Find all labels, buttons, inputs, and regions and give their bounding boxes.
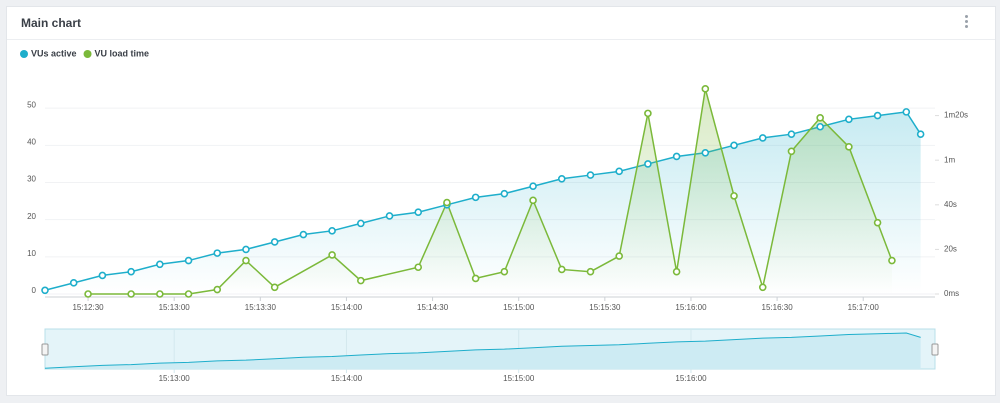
marker (213, 249, 222, 257)
marker (701, 148, 710, 157)
x-tick-label: 15:14:30 (417, 303, 449, 312)
card-header: Main chart (7, 7, 995, 40)
navigator-tick-label: 15:13:00 (159, 374, 191, 383)
marker (41, 286, 49, 295)
x-tick-label: 15:13:00 (159, 303, 191, 312)
navigator-tick-label: 15:15:00 (503, 374, 535, 383)
y-tick-label: 50 (27, 100, 36, 109)
legend-label: VUs active (31, 48, 77, 58)
marker (357, 219, 365, 228)
marker (184, 256, 193, 265)
marker (299, 230, 308, 239)
marker (758, 283, 767, 292)
y2-tick-label: 20s (944, 245, 957, 254)
marker (357, 276, 365, 285)
marker (127, 290, 135, 298)
marker (816, 114, 824, 122)
marker (787, 147, 796, 156)
marker (213, 285, 222, 294)
y-tick-label: 40 (27, 137, 36, 146)
x-tick-label: 15:13:30 (245, 303, 277, 312)
y-tick-label: 30 (27, 175, 36, 184)
marker (701, 85, 710, 93)
marker (471, 274, 480, 283)
marker (615, 252, 623, 260)
legend-swatch (20, 50, 28, 58)
navigator-area (45, 333, 921, 369)
x-tick-label: 15:16:30 (762, 303, 794, 312)
marker (328, 227, 336, 235)
marker (557, 174, 566, 183)
y2-tick-label: 0ms (944, 289, 959, 298)
marker (242, 245, 250, 254)
marker (787, 130, 796, 138)
marker (500, 189, 509, 198)
area (88, 88, 892, 294)
x-tick-label: 15:14:00 (331, 303, 363, 312)
navigator-handle[interactable] (41, 343, 49, 356)
marker (873, 218, 882, 227)
marker (845, 143, 853, 151)
marker (98, 271, 107, 280)
navigator-line (44, 332, 921, 369)
y-tick-label: 10 (27, 249, 36, 258)
marker (730, 192, 738, 200)
marker (156, 260, 164, 269)
marker (270, 283, 279, 292)
marker (873, 111, 882, 120)
navigator-handle[interactable] (931, 343, 939, 356)
marker (902, 108, 911, 116)
marker (615, 167, 623, 176)
y2-tick-label: 1m20s (944, 111, 968, 120)
legend-label: VU load time (95, 48, 150, 58)
marker (916, 130, 925, 138)
marker (730, 141, 738, 150)
marker (69, 279, 78, 287)
marker (414, 208, 423, 217)
marker (644, 109, 652, 118)
marker (529, 182, 537, 191)
navigator-tick-label: 15:16:00 (675, 374, 707, 383)
y2-tick-label: 1m (944, 155, 955, 164)
card-title: Main chart (21, 16, 82, 30)
x-tick-label: 15:15:30 (589, 303, 621, 312)
marker (242, 256, 250, 265)
marker (471, 193, 480, 202)
x-tick-label: 15:12:30 (72, 303, 104, 312)
marker (557, 265, 566, 274)
x-tick-label: 15:16:00 (675, 303, 707, 312)
navigator-tick-label: 15:14:00 (331, 374, 363, 383)
x-tick-label: 15:15:00 (503, 303, 535, 312)
marker (644, 160, 652, 168)
marker (184, 290, 193, 298)
legend-swatch (83, 50, 92, 58)
marker (84, 290, 92, 298)
marker (888, 256, 896, 265)
marker (385, 212, 394, 220)
marker (845, 115, 853, 124)
marker (500, 267, 509, 276)
y2-tick-label: 40s (944, 200, 957, 209)
marker (328, 251, 336, 259)
marker (529, 196, 537, 205)
marker (816, 122, 824, 131)
marker (672, 267, 681, 276)
marker (758, 134, 767, 142)
y-tick-label: 0 (32, 286, 37, 295)
marker (127, 267, 135, 276)
x-tick-label: 15:17:00 (848, 303, 880, 312)
marker (156, 290, 164, 298)
y-tick-label: 20 (27, 212, 36, 221)
marker (270, 238, 279, 246)
marker (672, 152, 681, 161)
line (44, 111, 922, 292)
marker (586, 171, 595, 179)
marker (414, 263, 423, 272)
menu-button[interactable] (965, 15, 969, 30)
marker (586, 267, 595, 276)
marker (443, 198, 451, 207)
